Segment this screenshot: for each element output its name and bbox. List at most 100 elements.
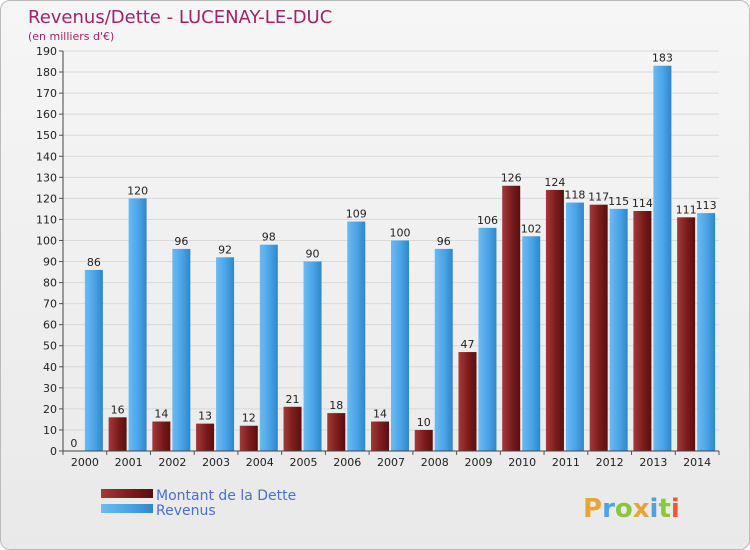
bar-revenus: [216, 257, 235, 451]
value-label-revenus: 109: [346, 208, 367, 221]
value-label-debt: 0: [70, 437, 77, 450]
bar-debt: [152, 421, 171, 451]
value-label-debt: 21: [286, 393, 300, 406]
value-label-debt: 13: [198, 410, 212, 423]
value-label-debt: 14: [154, 408, 168, 421]
legend-label-revenus: Revenus: [156, 503, 216, 519]
bar-revenus: [609, 208, 628, 451]
bar-revenus: [84, 269, 103, 451]
x-tick-label: 2003: [202, 456, 230, 469]
y-tick-label: 160: [36, 108, 57, 121]
y-tick-label: 130: [36, 171, 57, 184]
logo-letter-p: P: [583, 494, 602, 524]
value-label-debt: 114: [632, 197, 653, 210]
y-tick-label: 140: [36, 150, 57, 163]
x-tick-label: 2008: [421, 456, 449, 469]
bar-debt: [502, 185, 521, 451]
y-tick-label: 20: [43, 403, 57, 416]
y-tick-label: 50: [43, 340, 57, 353]
bar-revenus: [172, 248, 191, 451]
y-tick-label: 100: [36, 234, 57, 247]
y-axis-ticks: 0 10 20 30 40 50 60 70 80 90 100 110 120 130 140 150 160…: [36, 45, 63, 458]
value-label-revenus: 90: [306, 248, 320, 261]
logo-letter-i2: i: [671, 494, 680, 524]
value-label-revenus: 120: [127, 184, 148, 197]
value-label-revenus: 118: [564, 189, 585, 202]
x-tick-label: 2011: [552, 456, 580, 469]
y-tick-label: 190: [36, 45, 57, 58]
value-label-revenus: 102: [521, 222, 542, 235]
bar-debt: [371, 421, 389, 451]
bar-revenus: [478, 227, 497, 451]
x-tick-label: 2001: [115, 456, 143, 469]
x-tick-label: 2004: [246, 456, 274, 469]
bar-debt: [108, 417, 127, 451]
value-label-revenus: 113: [696, 199, 717, 212]
x-tick-label: 2009: [464, 456, 492, 469]
proxiti-logo: Proxiti: [583, 494, 680, 524]
bar-revenus: [128, 198, 147, 451]
logo-letter-r: r: [602, 494, 615, 524]
value-label-debt: 126: [501, 172, 522, 185]
y-tick-label: 170: [36, 87, 57, 100]
logo-letter-i: i: [650, 494, 659, 524]
y-tick-label: 10: [43, 424, 57, 437]
bar-revenus: [434, 248, 453, 451]
y-tick-label: 40: [43, 361, 57, 374]
value-label-debt: 111: [676, 203, 697, 216]
value-label-revenus: 98: [262, 231, 276, 244]
bar-debt: [633, 211, 652, 451]
x-tick-label: 2000: [71, 456, 99, 469]
value-label-debt: 117: [588, 191, 609, 204]
bar-debt: [196, 423, 215, 451]
bar-revenus: [653, 65, 672, 451]
bar-revenus: [303, 261, 322, 451]
value-label-revenus: 96: [437, 235, 451, 248]
bar-debt: [677, 217, 696, 451]
legend-swatch-debt: [101, 489, 153, 498]
bar-revenus: [347, 221, 366, 451]
x-tick-label: 2014: [683, 456, 711, 469]
logo-letter-x: x: [633, 494, 650, 524]
x-tick-label: 2010: [508, 456, 536, 469]
value-labels: 0 86 16 120 14 96 13 92 12 98 21 90 18 109 14 100 10 96 47…: [70, 52, 716, 450]
chart-subtitle: (en milliers d'€): [28, 30, 114, 43]
bar-revenus: [697, 213, 716, 451]
x-tick-label: 2006: [333, 456, 361, 469]
value-label-debt: 10: [417, 416, 431, 429]
bar-debt: [283, 406, 302, 451]
legend-item-debt: Montant de la Dette: [101, 488, 296, 504]
bar-debt: [458, 352, 477, 451]
x-tick-label: 2007: [377, 456, 405, 469]
value-label-revenus: 96: [174, 235, 188, 248]
legend-swatch-revenus: [101, 504, 153, 513]
y-tick-label: 30: [43, 382, 57, 395]
bar-debt: [589, 204, 608, 451]
bar-revenus: [522, 236, 541, 451]
x-tick-label: 2002: [158, 456, 186, 469]
x-tick-label: 2012: [596, 456, 624, 469]
bars: [84, 65, 716, 451]
y-tick-label: 90: [43, 256, 57, 269]
x-tick-label: 2013: [639, 456, 667, 469]
y-tick-label: 120: [36, 192, 57, 205]
value-label-debt: 16: [111, 403, 125, 416]
chart-title: Revenus/Dette - LUCENAY-LE-DUC: [28, 7, 332, 28]
y-tick-label: 150: [36, 129, 57, 142]
value-label-debt: 18: [329, 399, 343, 412]
value-label-debt: 14: [373, 408, 387, 421]
value-label-revenus: 183: [652, 52, 673, 65]
bar-debt: [327, 413, 346, 451]
value-label-revenus: 106: [477, 214, 498, 227]
y-tick-label: 60: [43, 319, 57, 332]
y-tick-label: 110: [36, 213, 57, 226]
logo-letter-o: o: [615, 494, 633, 524]
bar-revenus: [259, 244, 278, 451]
bar-revenus: [391, 240, 409, 451]
value-label-debt: 12: [242, 412, 256, 425]
bar-debt: [239, 425, 258, 451]
bar-debt: [545, 189, 564, 451]
legend-item-revenus: Revenus: [101, 503, 216, 519]
